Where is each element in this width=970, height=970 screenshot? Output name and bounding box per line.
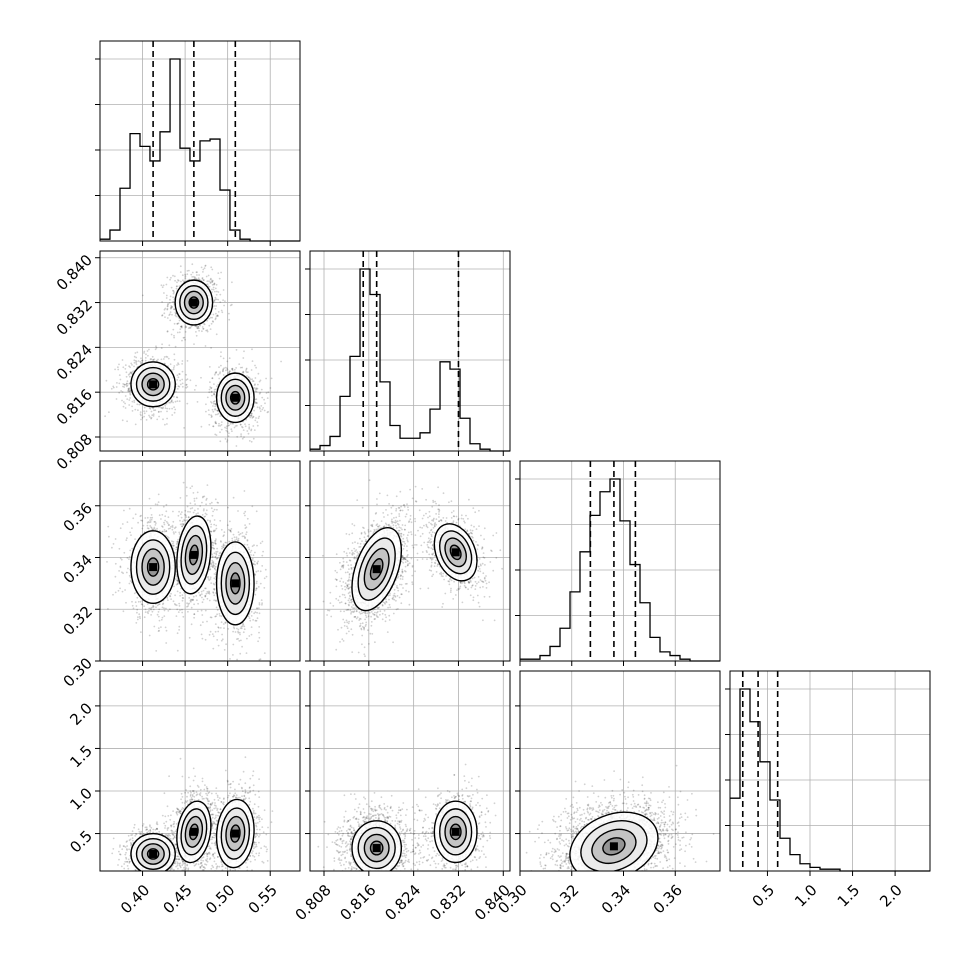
panel-background	[730, 671, 930, 871]
panel-frame	[99, 460, 301, 662]
scatter-panel-1-0	[95, 250, 301, 456]
panel-background	[310, 461, 510, 661]
density-peak	[231, 829, 240, 838]
y-tick-label: 0.816	[53, 385, 96, 428]
density-peak	[609, 842, 618, 851]
x-tick-label: 1.5	[834, 881, 864, 911]
density-peak	[372, 844, 381, 853]
contour-group	[351, 523, 478, 612]
y-tick-label: 0.32	[60, 603, 96, 639]
scatter-panel-3-2	[515, 670, 721, 876]
y-tick-label: 0.34	[60, 551, 96, 587]
x-tick-label: 0.50	[202, 881, 238, 917]
density-peak	[451, 548, 460, 557]
contour-group	[130, 798, 255, 871]
x-tick-label: 0.824	[381, 881, 424, 924]
panel-background	[310, 251, 510, 451]
panel-frame	[309, 670, 511, 872]
y-tick-label: 0.36	[60, 499, 96, 535]
scatter-panel-3-1	[305, 670, 511, 876]
x-tick-label: 0.808	[292, 881, 335, 924]
x-tick-label: 1.0	[791, 881, 821, 911]
x-tick-label: 0.36	[650, 881, 686, 917]
y-tick-label: 0.5	[66, 827, 96, 857]
hist-step-line	[310, 268, 510, 452]
x-tick-label: 0.5	[749, 881, 779, 911]
hist-panel-1	[305, 250, 511, 456]
y-tick-label: 0.840	[53, 251, 96, 294]
density-peak	[149, 380, 158, 389]
x-tick-label: 0.40	[117, 881, 153, 917]
panel-frame	[309, 460, 511, 662]
y-tick-label: 0.824	[53, 341, 96, 384]
y-tick-label: 2.0	[66, 699, 96, 729]
scatter-panel-2-0	[95, 460, 301, 666]
x-tick-label: 0.816	[336, 881, 379, 924]
density-peak	[451, 827, 460, 836]
y-tick-label: 0.30	[60, 654, 96, 690]
x-tick-label: 2.0	[876, 881, 906, 911]
contour-group	[351, 800, 478, 871]
density-peak	[149, 849, 158, 858]
x-tick-label: 0.32	[546, 881, 582, 917]
y-tick-label: 0.832	[53, 296, 96, 339]
hist-panel-0	[95, 40, 301, 246]
x-tick-label: 0.55	[245, 881, 281, 917]
panel-frame	[729, 670, 931, 872]
density-peak	[189, 550, 198, 559]
x-tick-label: 0.45	[160, 881, 196, 917]
x-tick-label: 0.34	[598, 881, 634, 917]
y-tick-label: 1.5	[66, 742, 96, 772]
y-tick-label: 1.0	[66, 784, 96, 814]
hist-panel-2	[515, 460, 721, 666]
contour-group	[130, 279, 255, 424]
panel-frame	[519, 460, 721, 662]
density-peak	[149, 563, 158, 572]
hist-step-line	[100, 58, 300, 242]
hist-step-line	[520, 478, 720, 662]
density-peak	[231, 579, 240, 588]
scatter-panel-3-0	[95, 670, 301, 876]
panel-frame	[99, 250, 301, 452]
contour-group	[569, 811, 659, 871]
density-peak	[372, 565, 381, 574]
contour-group	[130, 515, 255, 626]
panel-frame	[99, 670, 301, 872]
density-peak	[231, 393, 240, 402]
density-peak	[189, 827, 198, 836]
panel-background	[310, 671, 510, 871]
y-tick-label: 0.808	[53, 430, 96, 473]
hist-panel-3	[725, 670, 931, 876]
scatter-panel-2-1	[305, 460, 511, 666]
density-peak	[189, 298, 198, 307]
panel-frame	[99, 40, 301, 242]
x-tick-label: 0.832	[426, 881, 469, 924]
panel-frame	[309, 250, 511, 452]
panel-frame	[519, 670, 721, 872]
